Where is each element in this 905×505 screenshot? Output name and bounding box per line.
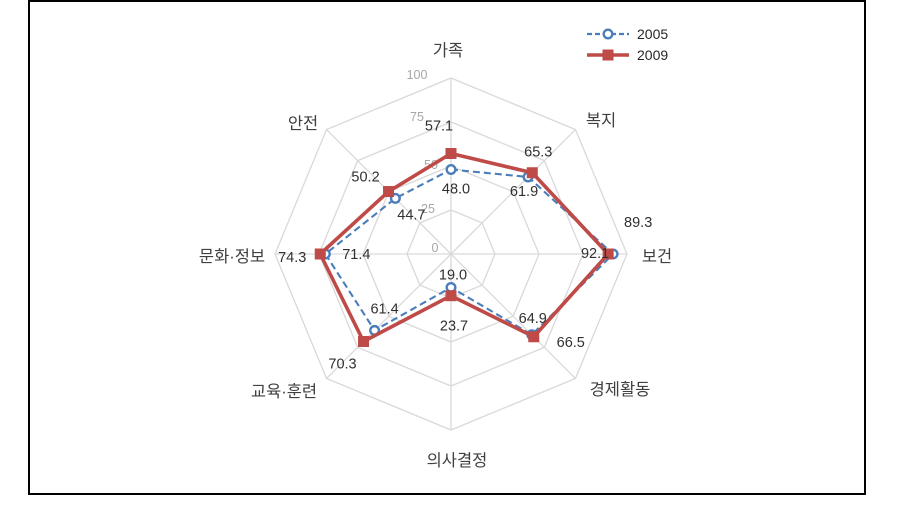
chart-frame (28, 0, 866, 495)
legend-line-2005-icon (587, 28, 629, 40)
svg-text:65.3: 65.3 (524, 145, 552, 161)
svg-text:23.7: 23.7 (440, 319, 468, 335)
svg-text:75: 75 (410, 110, 424, 124)
series-2009 (314, 148, 614, 347)
svg-text:57.1: 57.1 (425, 119, 453, 135)
svg-text:복지: 복지 (586, 111, 616, 130)
marker-square (383, 186, 395, 198)
svg-text:89.3: 89.3 (624, 215, 652, 231)
svg-text:44.7: 44.7 (397, 207, 425, 223)
marker-square (445, 148, 457, 160)
svg-text:92.1: 92.1 (581, 246, 609, 262)
marker-square (314, 248, 326, 260)
marker-square (602, 248, 614, 260)
svg-text:64.9: 64.9 (519, 311, 547, 327)
svg-text:문화·정보: 문화·정보 (199, 247, 265, 266)
svg-text:100: 100 (407, 68, 428, 82)
svg-text:71.4: 71.4 (342, 247, 370, 263)
svg-text:61.4: 61.4 (370, 301, 398, 317)
marker-square (526, 167, 538, 179)
svg-text:교육·훈련: 교육·훈련 (251, 382, 317, 401)
marker-circle (445, 164, 457, 176)
svg-text:25: 25 (421, 202, 435, 216)
svg-text:의사결정: 의사결정 (427, 451, 488, 470)
legend-label-2009: 2009 (637, 47, 669, 63)
svg-text:0: 0 (432, 241, 439, 255)
data-labels-2005: 48.0 61.9 92.1 64.9 19.0 61.4 71.4 44.7 (342, 182, 609, 327)
marker-square (445, 290, 457, 302)
svg-text:50.2: 50.2 (351, 170, 379, 186)
svg-text:70.3: 70.3 (328, 356, 356, 372)
svg-text:가족: 가족 (433, 41, 463, 60)
svg-text:48.0: 48.0 (442, 182, 470, 198)
marker-square (528, 331, 540, 343)
legend-item-2005: 2005 (586, 27, 668, 41)
svg-text:보건: 보건 (642, 247, 672, 266)
svg-text:경제활동: 경제활동 (590, 380, 651, 399)
marker-square (358, 335, 370, 347)
legend: 2005 2009 (586, 27, 668, 62)
svg-text:61.9: 61.9 (510, 184, 538, 200)
legend-item-2009: 2009 (586, 48, 668, 62)
svg-text:19.0: 19.0 (439, 267, 467, 283)
svg-text:74.3: 74.3 (278, 250, 306, 266)
data-labels-2009: 57.1 65.3 89.3 66.5 23.7 70.3 74.3 50.2 (278, 119, 652, 373)
svg-text:66.5: 66.5 (557, 335, 585, 351)
legend-label-2005: 2005 (637, 26, 669, 42)
svg-text:안전: 안전 (288, 114, 318, 133)
legend-line-2009-icon (587, 49, 629, 61)
